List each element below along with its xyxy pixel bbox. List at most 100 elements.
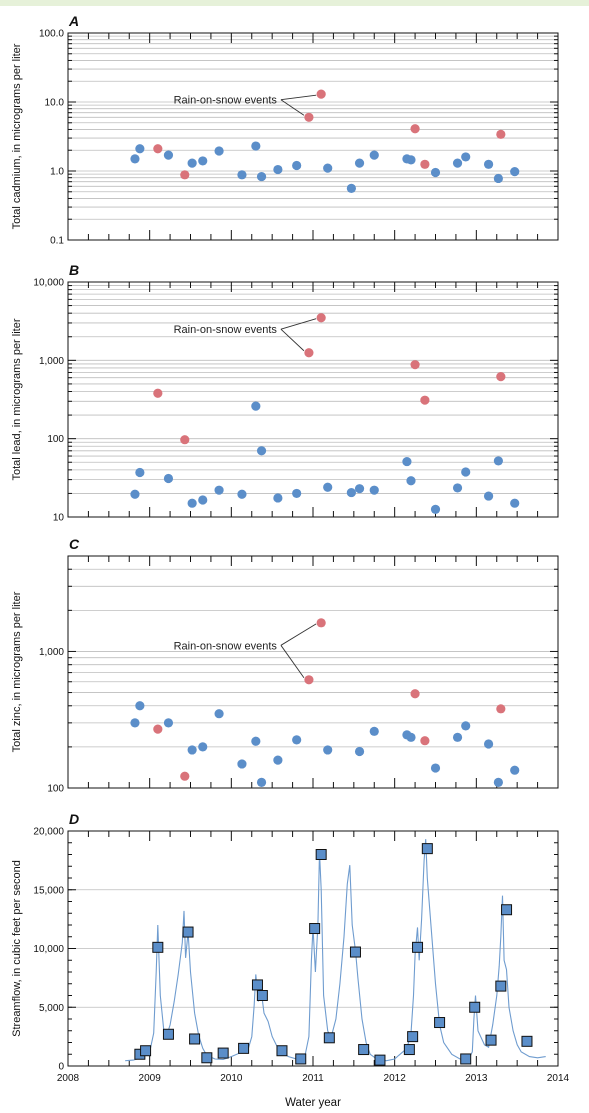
panel-d-x-tick-label: 2012 (384, 1073, 407, 1084)
panel-c-sample-point (130, 718, 140, 728)
panel-a-rain-on-snow-point (316, 89, 326, 99)
panel-d-sample-marker (403, 1044, 415, 1056)
panel-c-sample-point (163, 718, 174, 728)
panel-c-rain-on-snow-point (316, 618, 326, 628)
panel-a-sample-point (346, 183, 356, 193)
panel-a-sample-point (187, 158, 197, 168)
panel-a-rain-on-snow-point (153, 144, 163, 154)
panel-b-sample-point (273, 493, 283, 503)
panel-b-letter: B (69, 262, 79, 278)
panel-a-sample-point (214, 146, 224, 156)
panel-b-annotation-leader (280, 318, 317, 330)
panel-d-y-axis-label: Streamflow, in cubic feet per second (11, 860, 23, 1037)
panel-d-sample-marker (315, 849, 327, 860)
panel-a-sample-point (452, 158, 463, 168)
panel-d-sample-marker (501, 904, 513, 916)
panel-d-sample-marker (495, 980, 507, 992)
panel-b-sample-point (510, 498, 520, 508)
panel-d-sample-marker (434, 1017, 446, 1029)
panel-b-sample-point (402, 456, 412, 467)
panel-d-sample-marker (485, 1034, 497, 1046)
panel-b-sample-point (135, 467, 145, 478)
panel-d-sample-marker (140, 1045, 152, 1057)
panel-c-y-axis-label: Total zinc, in micrograms per liter (11, 591, 23, 752)
panel-a-rain-on-snow-point (410, 124, 420, 134)
panel-b-sample-point (346, 487, 356, 498)
panel-b-y-tick-label: 1,000 (39, 356, 64, 367)
panel-a-sample-point (483, 159, 494, 169)
panel-d-x-tick-label: 2008 (57, 1073, 80, 1084)
panel-a-sample-point (493, 173, 503, 184)
panel-c-annotation-leader (280, 623, 317, 646)
panel-a-sample-point (292, 160, 302, 171)
panel-b-sample-point (237, 489, 247, 499)
panel-b-rain-on-snow-point (496, 371, 506, 382)
panel-d-sample-marker (201, 1052, 213, 1064)
panel-c-rain-on-snow-point (420, 736, 430, 746)
panel-b-sample-point (430, 504, 441, 515)
panel-d-x-tick-label: 2014 (547, 1073, 570, 1084)
panel-b-axes-frame (67, 281, 559, 518)
panel-b-sample-point (483, 491, 494, 501)
panel-a-sample-point (369, 150, 379, 160)
panel-a-y-axis-label: Total cadmium, in micrograms per liter (11, 43, 23, 229)
panel-a-sample-point (430, 167, 441, 178)
panel-d-sample-marker (421, 843, 433, 855)
panel-c-rain-on-snow-point (496, 704, 506, 714)
panel-b-sample-point (452, 483, 463, 493)
panel-a-sample-point (237, 170, 247, 180)
panel-a-sample-point (251, 141, 261, 151)
panel-a-letter: A (68, 13, 79, 29)
panel-a-axes-frame (67, 32, 559, 241)
panel-c-sample-point (369, 726, 379, 736)
panel-c-annotation-leader (280, 645, 305, 679)
panel-a-sample-point (273, 164, 283, 175)
panel-c-y-tick-label: 1,000 (39, 647, 64, 658)
panel-d-sample-marker (189, 1033, 201, 1045)
panel-d-sample-marker (374, 1054, 386, 1066)
panel-d-streamflow-line (125, 839, 546, 1062)
panel-b-sample-point (406, 476, 416, 486)
panel-b-rain-on-snow-point (316, 313, 326, 323)
panel-b-sample-point (130, 489, 140, 499)
panel-d-sample-marker (251, 979, 263, 991)
panel-b-rain-on-snow-point (153, 388, 163, 398)
panel-a-sample-point (510, 167, 520, 177)
panel-d-sample-marker (295, 1053, 307, 1065)
panel-b-y-tick-label: 10,000 (33, 278, 64, 289)
panel-d-sample-marker (276, 1045, 288, 1057)
panel-c-rain-on-snow-point (180, 771, 190, 781)
panel-c-sample-point (430, 763, 441, 773)
panel-a-annotation-leader (280, 94, 317, 101)
panel-a-sample-point (130, 154, 140, 164)
panel-d-sample-marker (323, 1032, 335, 1044)
panel-b-y-tick-label: 100 (47, 434, 64, 445)
panel-c-sample-point (187, 745, 197, 755)
panel-d-axes-frame (67, 830, 559, 1067)
panel-b-sample-point (187, 498, 197, 508)
panel-c-annotation-text: Rain-on-snow events (174, 640, 278, 652)
panel-d-sample-marker (521, 1035, 533, 1047)
panel-a-y-tick-label: 10.0 (45, 98, 65, 109)
panel-a-sample-point (135, 144, 145, 154)
panel-d-sample-marker (349, 946, 361, 958)
panel-b-sample-point (354, 484, 365, 494)
panel-b-y-tick-label: 10 (53, 513, 65, 524)
panel-c-sample-point (452, 732, 463, 742)
panel-c-sample-point (493, 777, 503, 787)
panel-c-rain-on-snow-point (304, 675, 314, 685)
panel-c-letter: C (69, 536, 80, 552)
panel-b-rain-on-snow-point (410, 360, 420, 370)
panel-d-sample-marker (407, 1031, 419, 1043)
panel-d-sample-marker (460, 1053, 472, 1065)
panel-b-sample-point (251, 401, 261, 411)
panel-b-annotation-leader (280, 328, 305, 352)
panel-a-sample-point (163, 150, 174, 160)
panel-d-y-tick-label: 15,000 (33, 885, 64, 896)
panel-c-y-tick-label: 100 (47, 784, 64, 795)
panel-d-sample-marker (152, 941, 164, 953)
panel-c-sample-point (510, 765, 520, 775)
panel-b-sample-point (493, 456, 503, 466)
panel-c-sample-point (461, 721, 471, 731)
